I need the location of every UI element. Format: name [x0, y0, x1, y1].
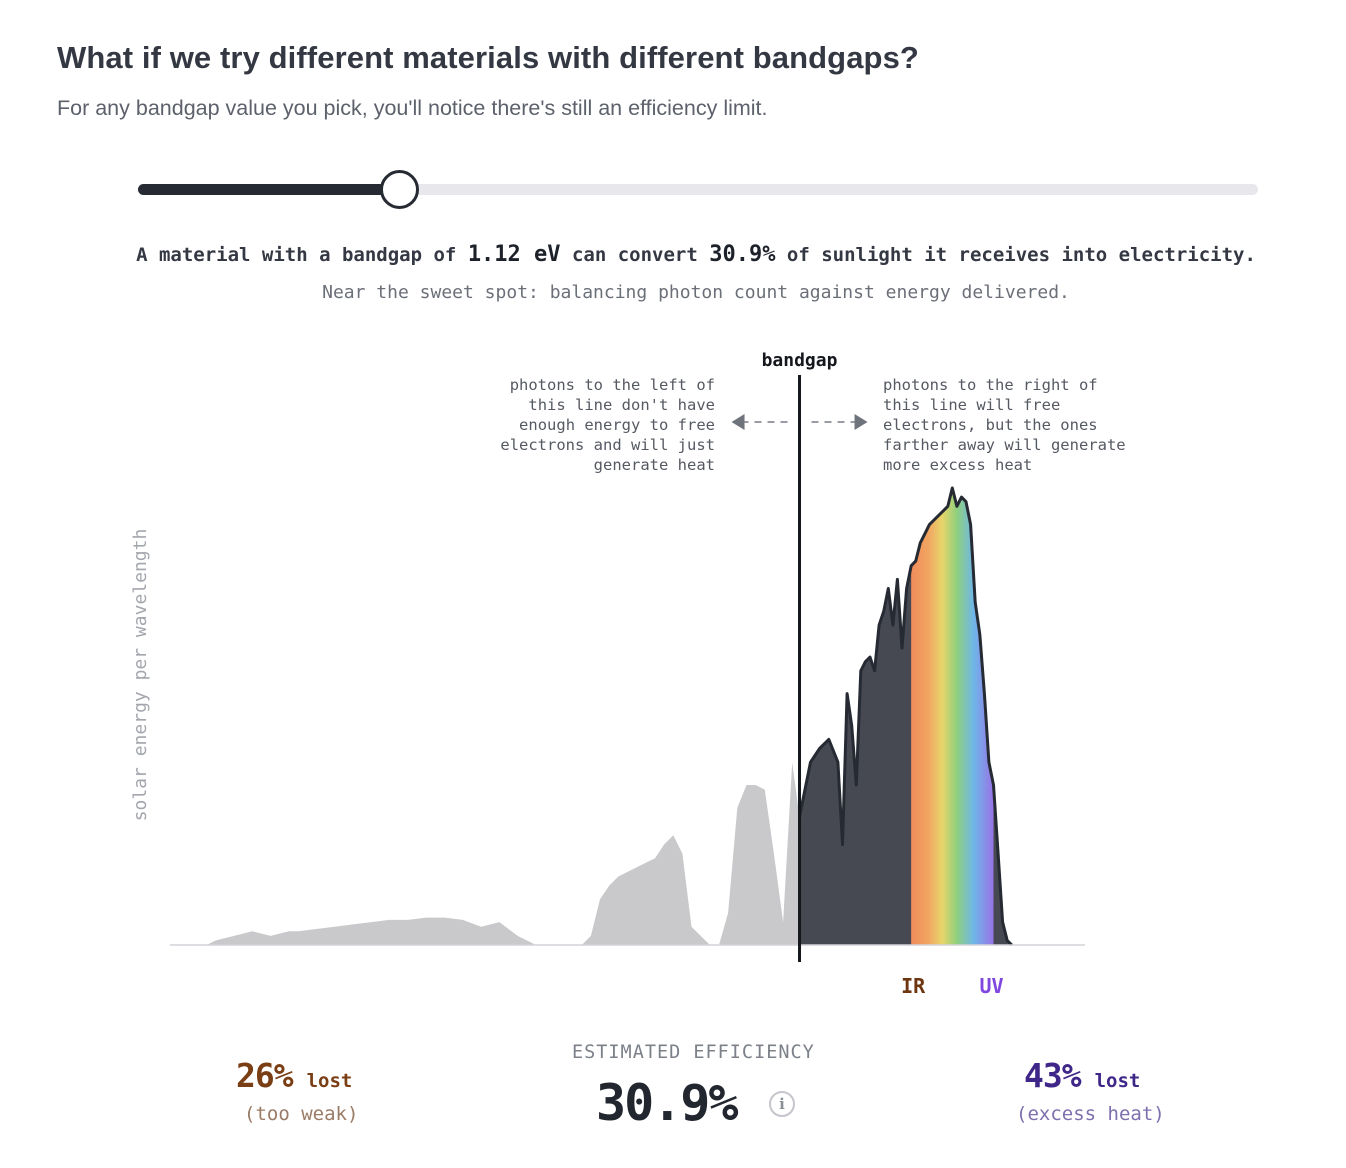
slider-fill: [138, 184, 399, 195]
annotation-right-line: photons to the right of: [883, 376, 1098, 394]
spectrum-outline: [799, 486, 1013, 947]
page-title: What if we try different materials with …: [57, 40, 919, 75]
annotation-right-line: this line will free: [883, 396, 1060, 414]
annotation-left-line: this line don't have: [528, 396, 715, 414]
summary-suffix: of sunlight it receives into electricity…: [775, 244, 1256, 266]
annotation-left-line: photons to the left of: [510, 376, 715, 394]
summary-efficiency: 30.9%: [709, 242, 776, 267]
lost-too-weak-percent: 26%: [236, 1056, 294, 1095]
summary-sentence: A material with a bandgap of 1.12 eV can…: [0, 242, 1346, 267]
spectrum-area-usable: [799, 488, 1012, 945]
right-arrow-icon: [854, 414, 868, 430]
uv-label: UV: [979, 974, 1003, 998]
lost-too-weak-reason: (too weak): [244, 1103, 359, 1125]
bandgap-slider[interactable]: [138, 170, 1258, 209]
lost-too-weak-stat: 26% lost (too weak): [236, 1056, 358, 1125]
annotation-left-line: enough energy to free: [519, 416, 715, 434]
sweet-spot-note: Near the sweet spot: balancing photon co…: [322, 282, 1070, 303]
y-axis-label: solar energy per wavelength: [130, 529, 151, 822]
summary-prefix: A material with a bandgap of: [136, 244, 468, 266]
summary-middle: can convert: [560, 244, 710, 266]
spectrum-area-too-weak: [170, 762, 800, 945]
lost-excess-heat-reason: (excess heat): [1016, 1103, 1165, 1125]
lost-excess-heat-stat: 43% lost (excess heat): [1016, 1056, 1165, 1125]
bandgap-value: 1.12 eV: [467, 242, 561, 267]
info-icon[interactable]: i: [769, 1091, 795, 1117]
lost-too-weak-label: lost: [306, 1070, 353, 1092]
lost-excess-heat-percent: 43%: [1024, 1056, 1082, 1095]
estimated-efficiency-label: ESTIMATED EFFICIENCY: [572, 1042, 815, 1063]
annotation-right-line: farther away will generate: [883, 436, 1126, 454]
annotation-right-line: electrons, but the ones: [883, 416, 1098, 434]
left-arrow-icon: [731, 414, 745, 430]
lost-excess-heat-label: lost: [1094, 1070, 1141, 1092]
ir-label: IR: [901, 974, 926, 998]
estimated-efficiency-value: 30.9%: [596, 1074, 739, 1132]
spectrum-area-visible-light: [911, 488, 994, 945]
page-subtitle: For any bandgap value you pick, you'll n…: [57, 96, 768, 120]
slider-thumb[interactable]: [379, 170, 419, 209]
bandgap-marker-label: bandgap: [762, 350, 838, 371]
annotation-right-line: more excess heat: [883, 456, 1032, 474]
annotation-left-line: generate heat: [594, 456, 715, 474]
annotation-left-line: electrons and will just: [500, 436, 715, 454]
slider-track[interactable]: [138, 184, 1258, 195]
